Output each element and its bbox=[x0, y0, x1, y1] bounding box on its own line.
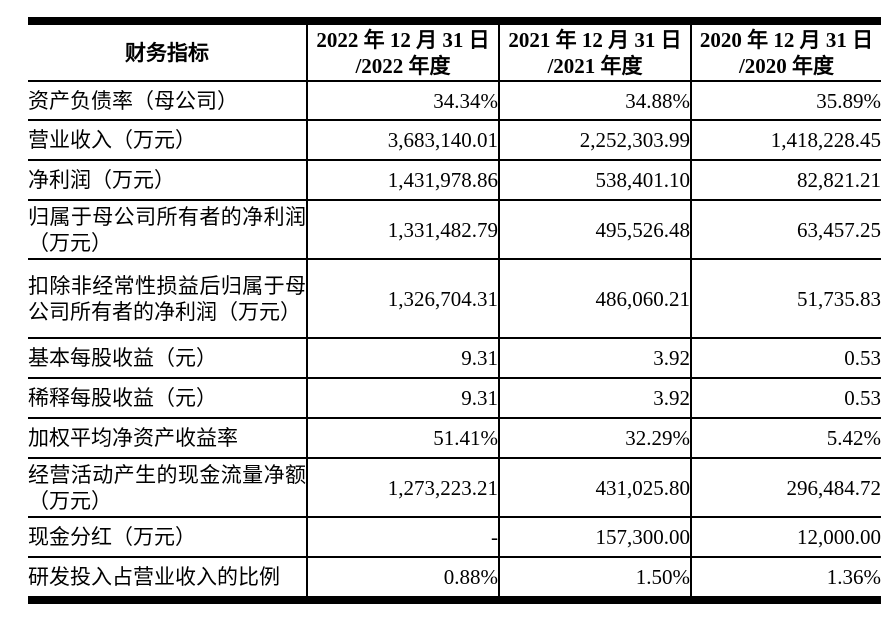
value-cell: 296,484.72 bbox=[690, 458, 881, 517]
value-cell: 2,252,303.99 bbox=[498, 120, 691, 160]
value-cell: 51,735.83 bbox=[690, 259, 881, 338]
value-cell: 82,821.21 bbox=[690, 160, 881, 200]
indicator-cell: 资产负债率（母公司） bbox=[28, 88, 238, 113]
value-cell: 34.34% bbox=[306, 81, 499, 120]
table-row: 稀释每股收益（元） 9.31 3.92 0.53 bbox=[28, 378, 881, 418]
value-cell: 3.92 bbox=[498, 338, 691, 378]
financial-indicators-table: 财务指标 2022 年 12 月 31 日 /2022 年度 2021 年 12… bbox=[28, 17, 881, 604]
value-cell: 5.42% bbox=[690, 418, 881, 458]
table-row: 现金分红（万元） - 157,300.00 12,000.00 bbox=[28, 517, 881, 557]
value-cell: 9.31 bbox=[306, 338, 499, 378]
table-row: 资产负债率（母公司） 34.34% 34.88% 35.89% bbox=[28, 81, 881, 120]
value-cell: 1,418,228.45 bbox=[690, 120, 881, 160]
indicator-cell: 扣除非经常性损益后归属于母公司所有者的净利润（万元） bbox=[28, 273, 306, 324]
table-row: 基本每股收益（元） 9.31 3.92 0.53 bbox=[28, 338, 881, 378]
period-end-2022-label: 2022 年 12 月 31 日 bbox=[316, 27, 490, 52]
header-cell-2020: 2020 年 12 月 31 日 /2020 年度 bbox=[690, 25, 881, 81]
period-end-2021-label: 2021 年 12 月 31 日 bbox=[508, 27, 682, 52]
value-cell: 495,526.48 bbox=[498, 200, 691, 259]
value-cell: 34.88% bbox=[498, 81, 691, 120]
indicator-cell: 现金分红（万元） bbox=[28, 525, 196, 549]
indicator-cell: 研发投入占营业收入的比例 bbox=[28, 565, 280, 589]
value-cell: 0.53 bbox=[690, 378, 881, 418]
value-cell: 157,300.00 bbox=[498, 517, 691, 557]
value-cell: 1.50% bbox=[498, 557, 691, 596]
table-row: 加权平均净资产收益率 51.41% 32.29% 5.42% bbox=[28, 418, 881, 458]
value-cell: 12,000.00 bbox=[690, 517, 881, 557]
header-cell-indicator: 财务指标 bbox=[28, 25, 307, 81]
value-cell: 63,457.25 bbox=[690, 200, 881, 259]
financial-table: 财务指标 2022 年 12 月 31 日 /2022 年度 2021 年 12… bbox=[28, 25, 881, 596]
table-row: 经营活动产生的现金流量净额（万元） 1,273,223.21 431,025.8… bbox=[28, 458, 881, 517]
value-cell: 3.92 bbox=[498, 378, 691, 418]
value-cell: 0.88% bbox=[306, 557, 499, 596]
value-cell: 1.36% bbox=[690, 557, 881, 596]
period-end-2020-label: 2020 年 12 月 31 日 bbox=[699, 27, 874, 52]
value-cell: 3,683,140.01 bbox=[306, 120, 499, 160]
value-cell: - bbox=[306, 517, 499, 557]
indicator-cell: 经营活动产生的现金流量净额（万元） bbox=[28, 462, 306, 513]
indicator-cell: 稀释每股收益（元） bbox=[28, 386, 217, 410]
table-row: 归属于母公司所有者的净利润（万元） 1,331,482.79 495,526.4… bbox=[28, 200, 881, 259]
value-cell: 538,401.10 bbox=[498, 160, 691, 200]
header-cell-2022: 2022 年 12 月 31 日 /2022 年度 bbox=[306, 25, 499, 81]
table-row: 扣除非经常性损益后归属于母公司所有者的净利润（万元） 1,326,704.31 … bbox=[28, 259, 881, 338]
value-cell: 1,331,482.79 bbox=[306, 200, 499, 259]
indicator-cell: 归属于母公司所有者的净利润（万元） bbox=[28, 204, 306, 255]
value-cell: 51.41% bbox=[306, 418, 499, 458]
value-cell: 1,326,704.31 bbox=[306, 259, 499, 338]
value-cell: 0.53 bbox=[690, 338, 881, 378]
indicator-header-label: 财务指标 bbox=[125, 40, 209, 65]
period-2021-label: /2021 年度 bbox=[547, 53, 643, 78]
value-cell: 32.29% bbox=[498, 418, 691, 458]
value-cell: 1,431,978.86 bbox=[306, 160, 499, 200]
header-row: 财务指标 2022 年 12 月 31 日 /2022 年度 2021 年 12… bbox=[28, 25, 881, 81]
table-row: 研发投入占营业收入的比例 0.88% 1.50% 1.36% bbox=[28, 557, 881, 596]
table-row: 营业收入（万元） 3,683,140.01 2,252,303.99 1,418… bbox=[28, 120, 881, 160]
value-cell: 431,025.80 bbox=[498, 458, 691, 517]
value-cell: 1,273,223.21 bbox=[306, 458, 499, 517]
value-cell: 35.89% bbox=[690, 81, 881, 120]
indicator-cell: 净利润（万元） bbox=[28, 168, 175, 192]
value-cell: 9.31 bbox=[306, 378, 499, 418]
header-cell-2021: 2021 年 12 月 31 日 /2021 年度 bbox=[498, 25, 691, 81]
period-2022-label: /2022 年度 bbox=[355, 53, 451, 78]
table-row: 净利润（万元） 1,431,978.86 538,401.10 82,821.2… bbox=[28, 160, 881, 200]
period-2020-label: /2020 年度 bbox=[738, 53, 835, 78]
indicator-cell: 营业收入（万元） bbox=[28, 128, 196, 152]
indicator-cell: 基本每股收益（元） bbox=[28, 346, 217, 370]
indicator-cell: 加权平均净资产收益率 bbox=[28, 426, 238, 450]
value-cell: 486,060.21 bbox=[498, 259, 691, 338]
